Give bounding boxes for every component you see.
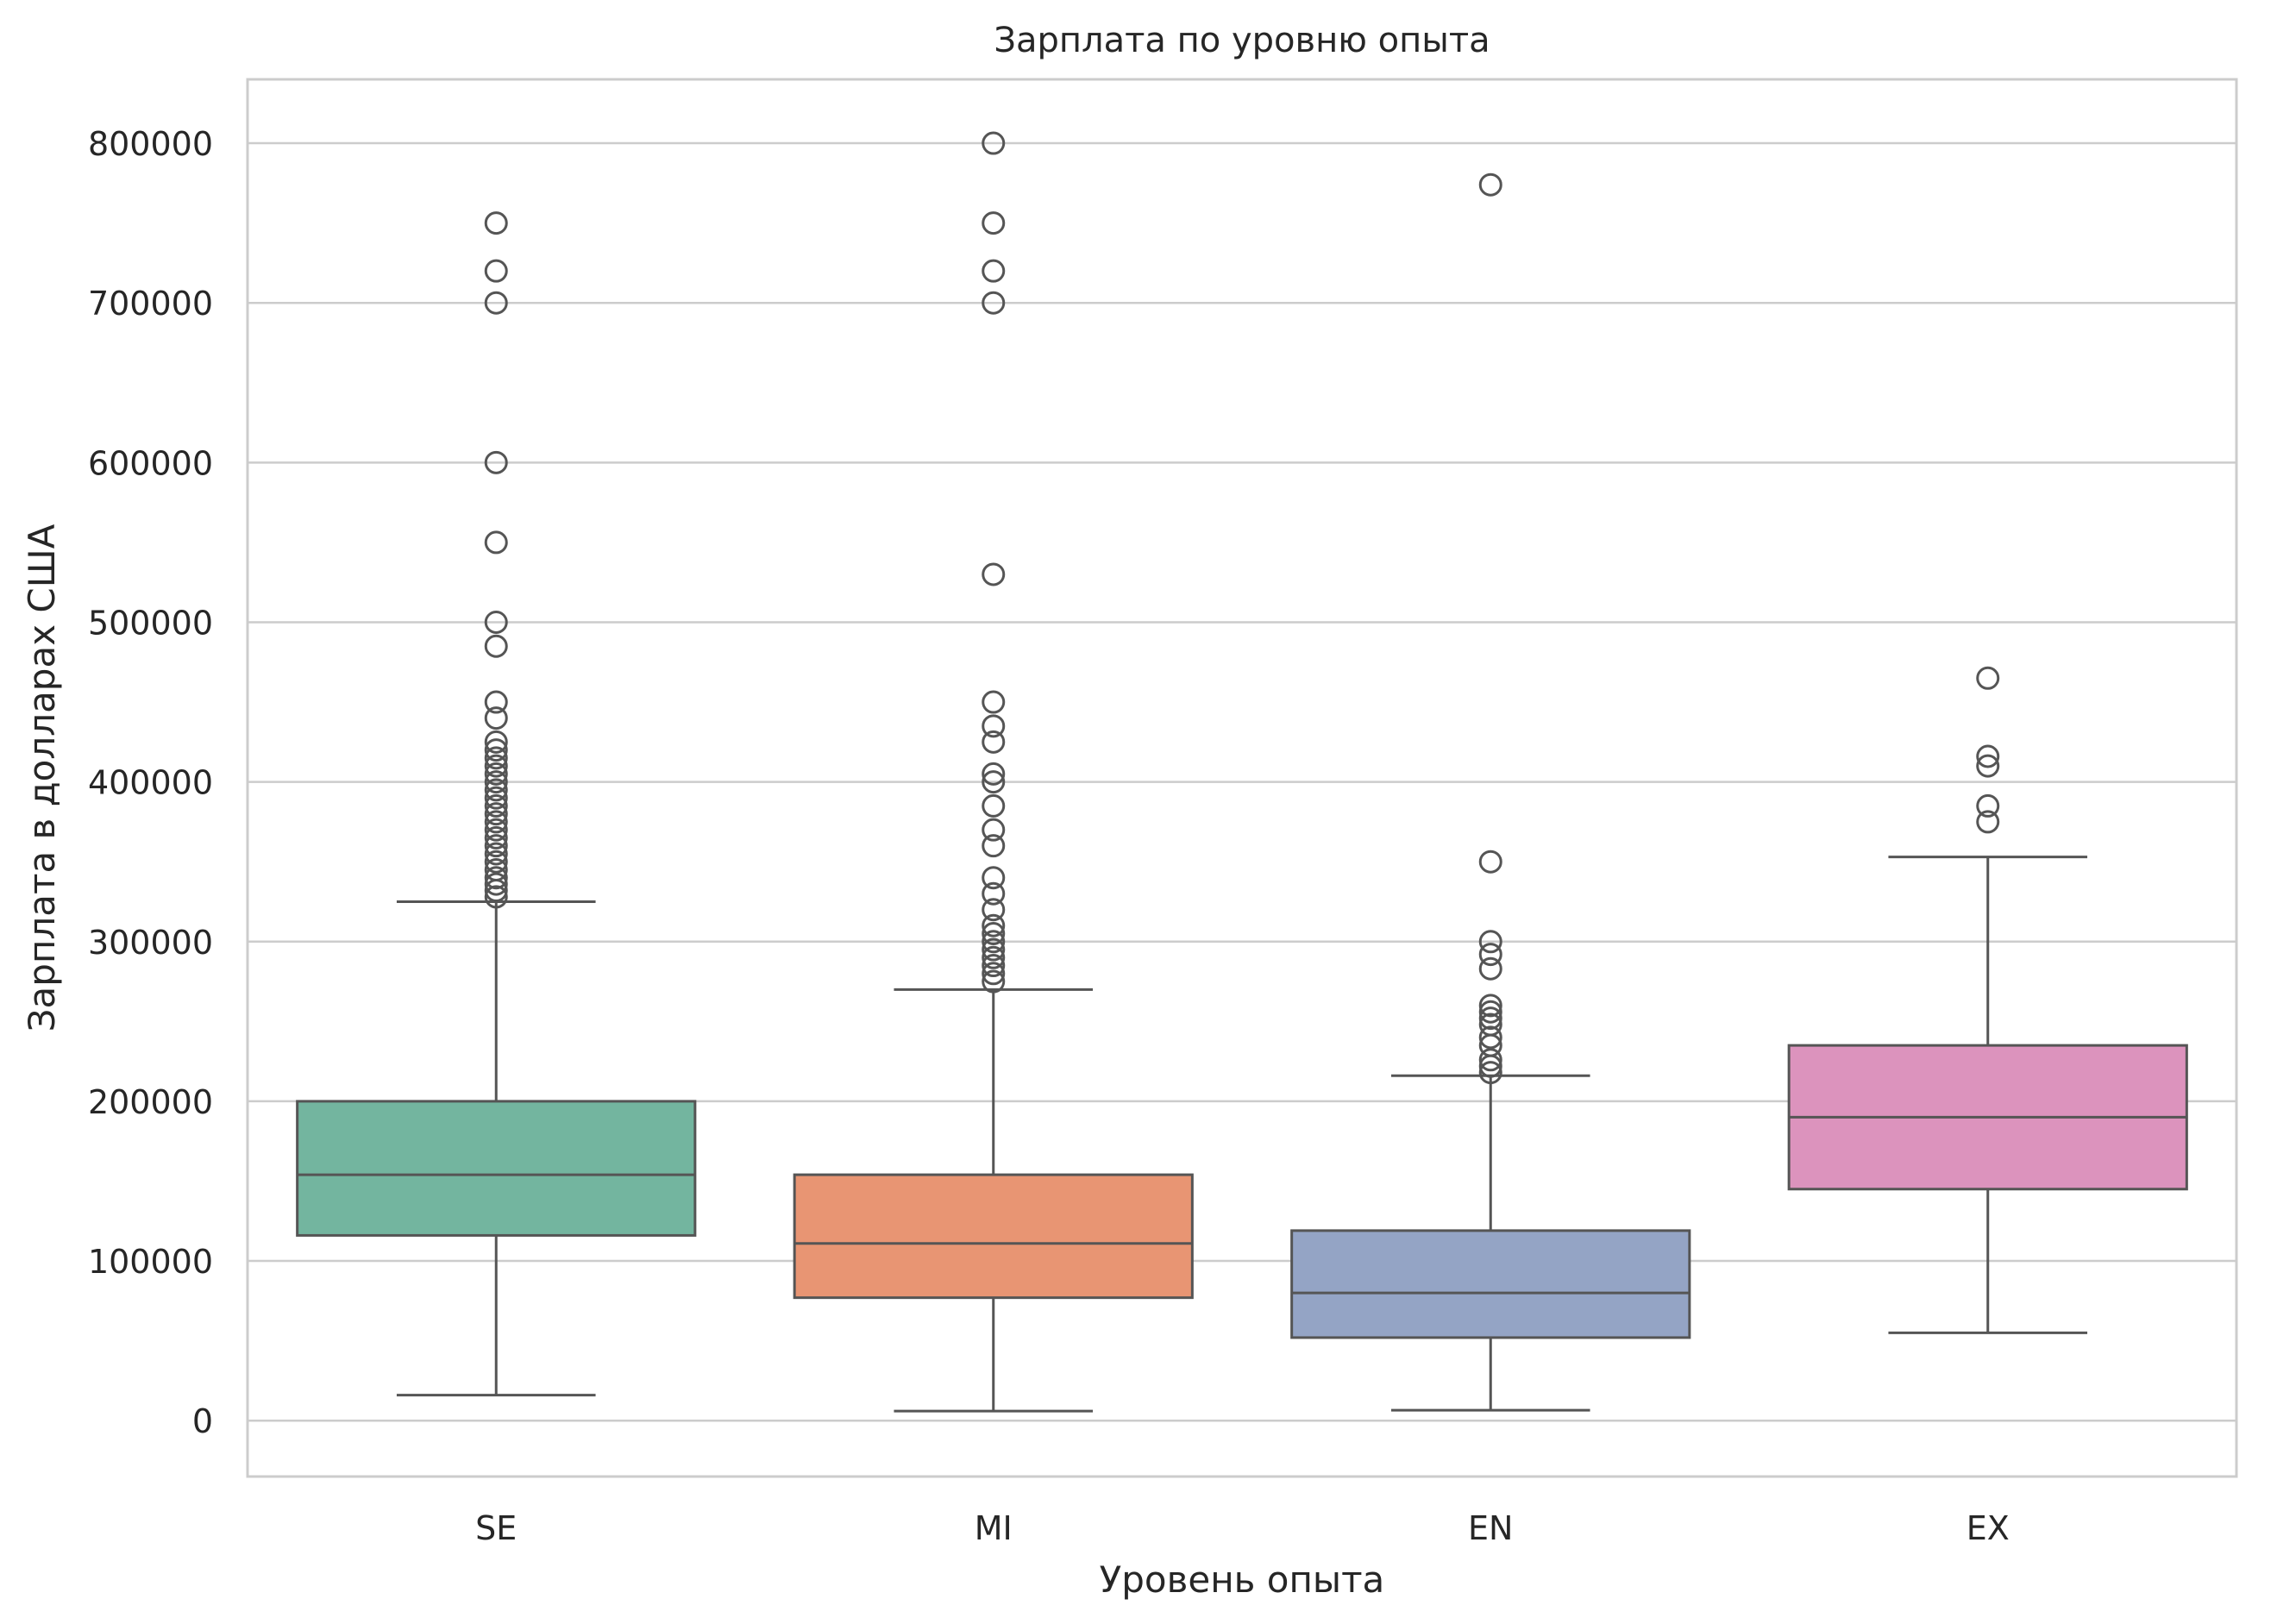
outlier-point bbox=[982, 793, 1006, 818]
outlier-point bbox=[982, 562, 1006, 586]
outlier-point bbox=[484, 450, 508, 474]
outlier-point bbox=[982, 969, 1006, 994]
outlier-point bbox=[484, 834, 508, 858]
outlier-point bbox=[982, 922, 1006, 946]
outlier-point bbox=[484, 872, 508, 896]
y-axis-label: Зарплата в долларах США bbox=[21, 524, 63, 1031]
outlier-point bbox=[982, 954, 1006, 978]
outlier-point bbox=[982, 866, 1006, 890]
outlier-point bbox=[484, 885, 508, 909]
outlier-point bbox=[1478, 172, 1502, 197]
y-tick-label: 0 bbox=[192, 1402, 213, 1440]
y-tick-label: 100000 bbox=[88, 1243, 213, 1281]
y-tick-label: 200000 bbox=[88, 1083, 213, 1121]
box-layer bbox=[296, 131, 2188, 1413]
box-group-mi bbox=[793, 131, 1194, 1413]
outlier-point bbox=[982, 930, 1006, 954]
outlier-point bbox=[982, 962, 1006, 986]
outlier-point bbox=[982, 913, 1006, 937]
outlier-point bbox=[1478, 1006, 1502, 1031]
outlier-point bbox=[484, 610, 508, 634]
x-tick-label: SE bbox=[475, 1509, 517, 1547]
outlier-point bbox=[484, 866, 508, 890]
outlier-point bbox=[982, 937, 1006, 962]
outlier-point bbox=[484, 842, 508, 866]
outlier-point bbox=[484, 730, 508, 754]
outlier-point bbox=[484, 818, 508, 842]
outlier-point bbox=[484, 690, 508, 714]
chart-title: Зарплата по уровню опыта bbox=[994, 21, 1490, 60]
y-tick-label: 500000 bbox=[88, 604, 213, 642]
outlier-point bbox=[1976, 754, 2000, 778]
outlier-point bbox=[484, 778, 508, 802]
outlier-point bbox=[1478, 994, 1502, 1018]
outlier-point bbox=[982, 690, 1006, 714]
x-tick-labels: SE MI EN EX bbox=[475, 1509, 2010, 1547]
iqr-box bbox=[1290, 1229, 1691, 1339]
outlier-point bbox=[484, 738, 508, 762]
outlier-point bbox=[484, 762, 508, 786]
x-tick-label: EX bbox=[1966, 1509, 2010, 1547]
outlier-point bbox=[1478, 930, 1502, 954]
iqr-box bbox=[793, 1173, 1194, 1300]
outlier-point bbox=[982, 730, 1006, 754]
x-tick-label: MI bbox=[975, 1509, 1013, 1547]
outlier-point bbox=[1478, 1048, 1502, 1072]
outlier-point bbox=[982, 898, 1006, 922]
y-tick-label: 800000 bbox=[88, 125, 213, 163]
outlier-point bbox=[1976, 793, 2000, 818]
box-group-en bbox=[1290, 172, 1691, 1412]
outlier-point bbox=[1478, 1013, 1502, 1037]
outlier-point bbox=[1976, 666, 2000, 690]
outlier-point bbox=[484, 259, 508, 283]
outlier-point bbox=[982, 131, 1006, 155]
outlier-point bbox=[484, 746, 508, 770]
outlier-point bbox=[982, 714, 1006, 738]
box-group-se bbox=[296, 211, 697, 1397]
outlier-point bbox=[484, 291, 508, 315]
outlier-point bbox=[484, 530, 508, 555]
y-tick-labels: 0 100000 200000 300000 400000 500000 600000 700… bbox=[88, 125, 213, 1440]
outlier-point bbox=[982, 762, 1006, 786]
outlier-point bbox=[484, 793, 508, 818]
outlier-point bbox=[484, 850, 508, 874]
outlier-point bbox=[484, 211, 508, 235]
outlier-point bbox=[484, 770, 508, 794]
outlier-point bbox=[1976, 744, 2000, 768]
outlier-point bbox=[1478, 850, 1502, 874]
outlier-point bbox=[982, 770, 1006, 794]
outlier-point bbox=[982, 818, 1006, 842]
y-tick-label: 400000 bbox=[88, 764, 213, 802]
x-axis-label: Уровень опыта bbox=[1100, 1558, 1385, 1601]
outlier-point bbox=[1478, 1000, 1502, 1024]
outlier-point bbox=[1478, 1061, 1502, 1085]
x-tick-label: EN bbox=[1468, 1509, 1513, 1547]
box-group-ex bbox=[1787, 666, 2188, 1334]
iqr-box bbox=[296, 1100, 697, 1237]
outlier-point bbox=[484, 857, 508, 881]
outlier-point bbox=[484, 754, 508, 778]
outlier-point bbox=[1478, 956, 1502, 981]
outlier-point bbox=[982, 291, 1006, 315]
outlier-point bbox=[982, 259, 1006, 283]
outlier-point bbox=[484, 634, 508, 658]
plot-frame bbox=[246, 78, 2238, 1478]
y-tick-label: 300000 bbox=[88, 924, 213, 962]
outlier-point bbox=[982, 945, 1006, 969]
outlier-point bbox=[484, 802, 508, 826]
outlier-point bbox=[484, 706, 508, 730]
outlier-point bbox=[1478, 943, 1502, 967]
y-tick-label: 700000 bbox=[88, 285, 213, 323]
y-tick-label: 600000 bbox=[88, 444, 213, 482]
outlier-point bbox=[1976, 810, 2000, 834]
outlier-point bbox=[484, 810, 508, 834]
outlier-point bbox=[484, 825, 508, 850]
outlier-point bbox=[1478, 1025, 1502, 1050]
outlier-point bbox=[484, 786, 508, 810]
outlier-point bbox=[982, 834, 1006, 858]
outlier-point bbox=[982, 881, 1006, 906]
outlier-point bbox=[982, 211, 1006, 235]
